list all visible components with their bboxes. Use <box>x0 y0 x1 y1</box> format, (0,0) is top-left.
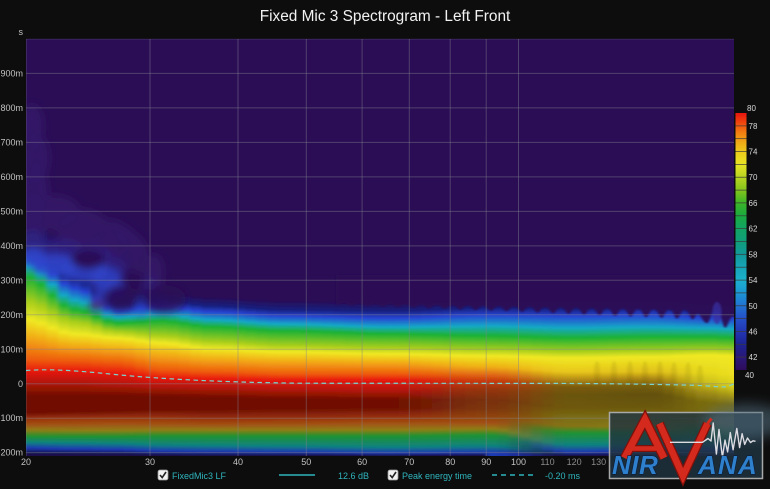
svg-text:120: 120 <box>567 457 582 467</box>
svg-text:400m: 400m <box>0 241 23 251</box>
svg-text:90: 90 <box>481 457 491 467</box>
svg-text:600m: 600m <box>0 172 23 182</box>
svg-text:12.6 dB: 12.6 dB <box>338 471 369 481</box>
svg-text:54: 54 <box>749 276 758 285</box>
svg-text:62: 62 <box>749 225 758 234</box>
svg-text:FixedMic3 LF: FixedMic3 LF <box>172 471 227 481</box>
svg-text:-100m: -100m <box>0 413 23 423</box>
svg-text:80: 80 <box>747 104 756 113</box>
svg-text:700m: 700m <box>0 137 23 147</box>
svg-text:-200m: -200m <box>0 448 23 458</box>
svg-text:Peak energy time: Peak energy time <box>402 471 472 481</box>
svg-text:NIR: NIR <box>612 450 658 480</box>
svg-text:200m: 200m <box>0 310 23 320</box>
svg-text:ANA: ANA <box>697 450 758 480</box>
svg-text:80: 80 <box>445 457 455 467</box>
svg-text:40: 40 <box>233 457 243 467</box>
svg-text:58: 58 <box>749 250 758 259</box>
svg-text:78: 78 <box>749 122 758 131</box>
svg-text:66: 66 <box>749 199 758 208</box>
svg-text:-0.20 ms: -0.20 ms <box>545 471 581 481</box>
svg-text:30: 30 <box>145 457 155 467</box>
svg-text:70: 70 <box>749 173 758 182</box>
svg-text:46: 46 <box>749 327 758 336</box>
svg-text:500m: 500m <box>0 206 23 216</box>
svg-text:70: 70 <box>404 457 414 467</box>
svg-text:40: 40 <box>745 371 754 380</box>
svg-text:130: 130 <box>591 457 606 467</box>
svg-text:20: 20 <box>21 457 31 467</box>
svg-text:74: 74 <box>749 148 758 157</box>
svg-text:50: 50 <box>301 457 311 467</box>
svg-text:100m: 100m <box>0 344 23 354</box>
svg-text:Fixed Mic 3 Spectrogram - Left: Fixed Mic 3 Spectrogram - Left Front <box>260 8 511 25</box>
svg-text:42: 42 <box>749 353 758 362</box>
svg-text:300m: 300m <box>0 275 23 285</box>
svg-text:900m: 900m <box>0 68 23 78</box>
svg-text:s: s <box>19 27 24 37</box>
svg-text:50: 50 <box>749 302 758 311</box>
svg-text:100: 100 <box>511 457 526 467</box>
svg-text:110: 110 <box>540 457 554 467</box>
svg-text:800m: 800m <box>0 103 23 113</box>
svg-text:60: 60 <box>357 457 367 467</box>
svg-text:0: 0 <box>18 379 23 389</box>
